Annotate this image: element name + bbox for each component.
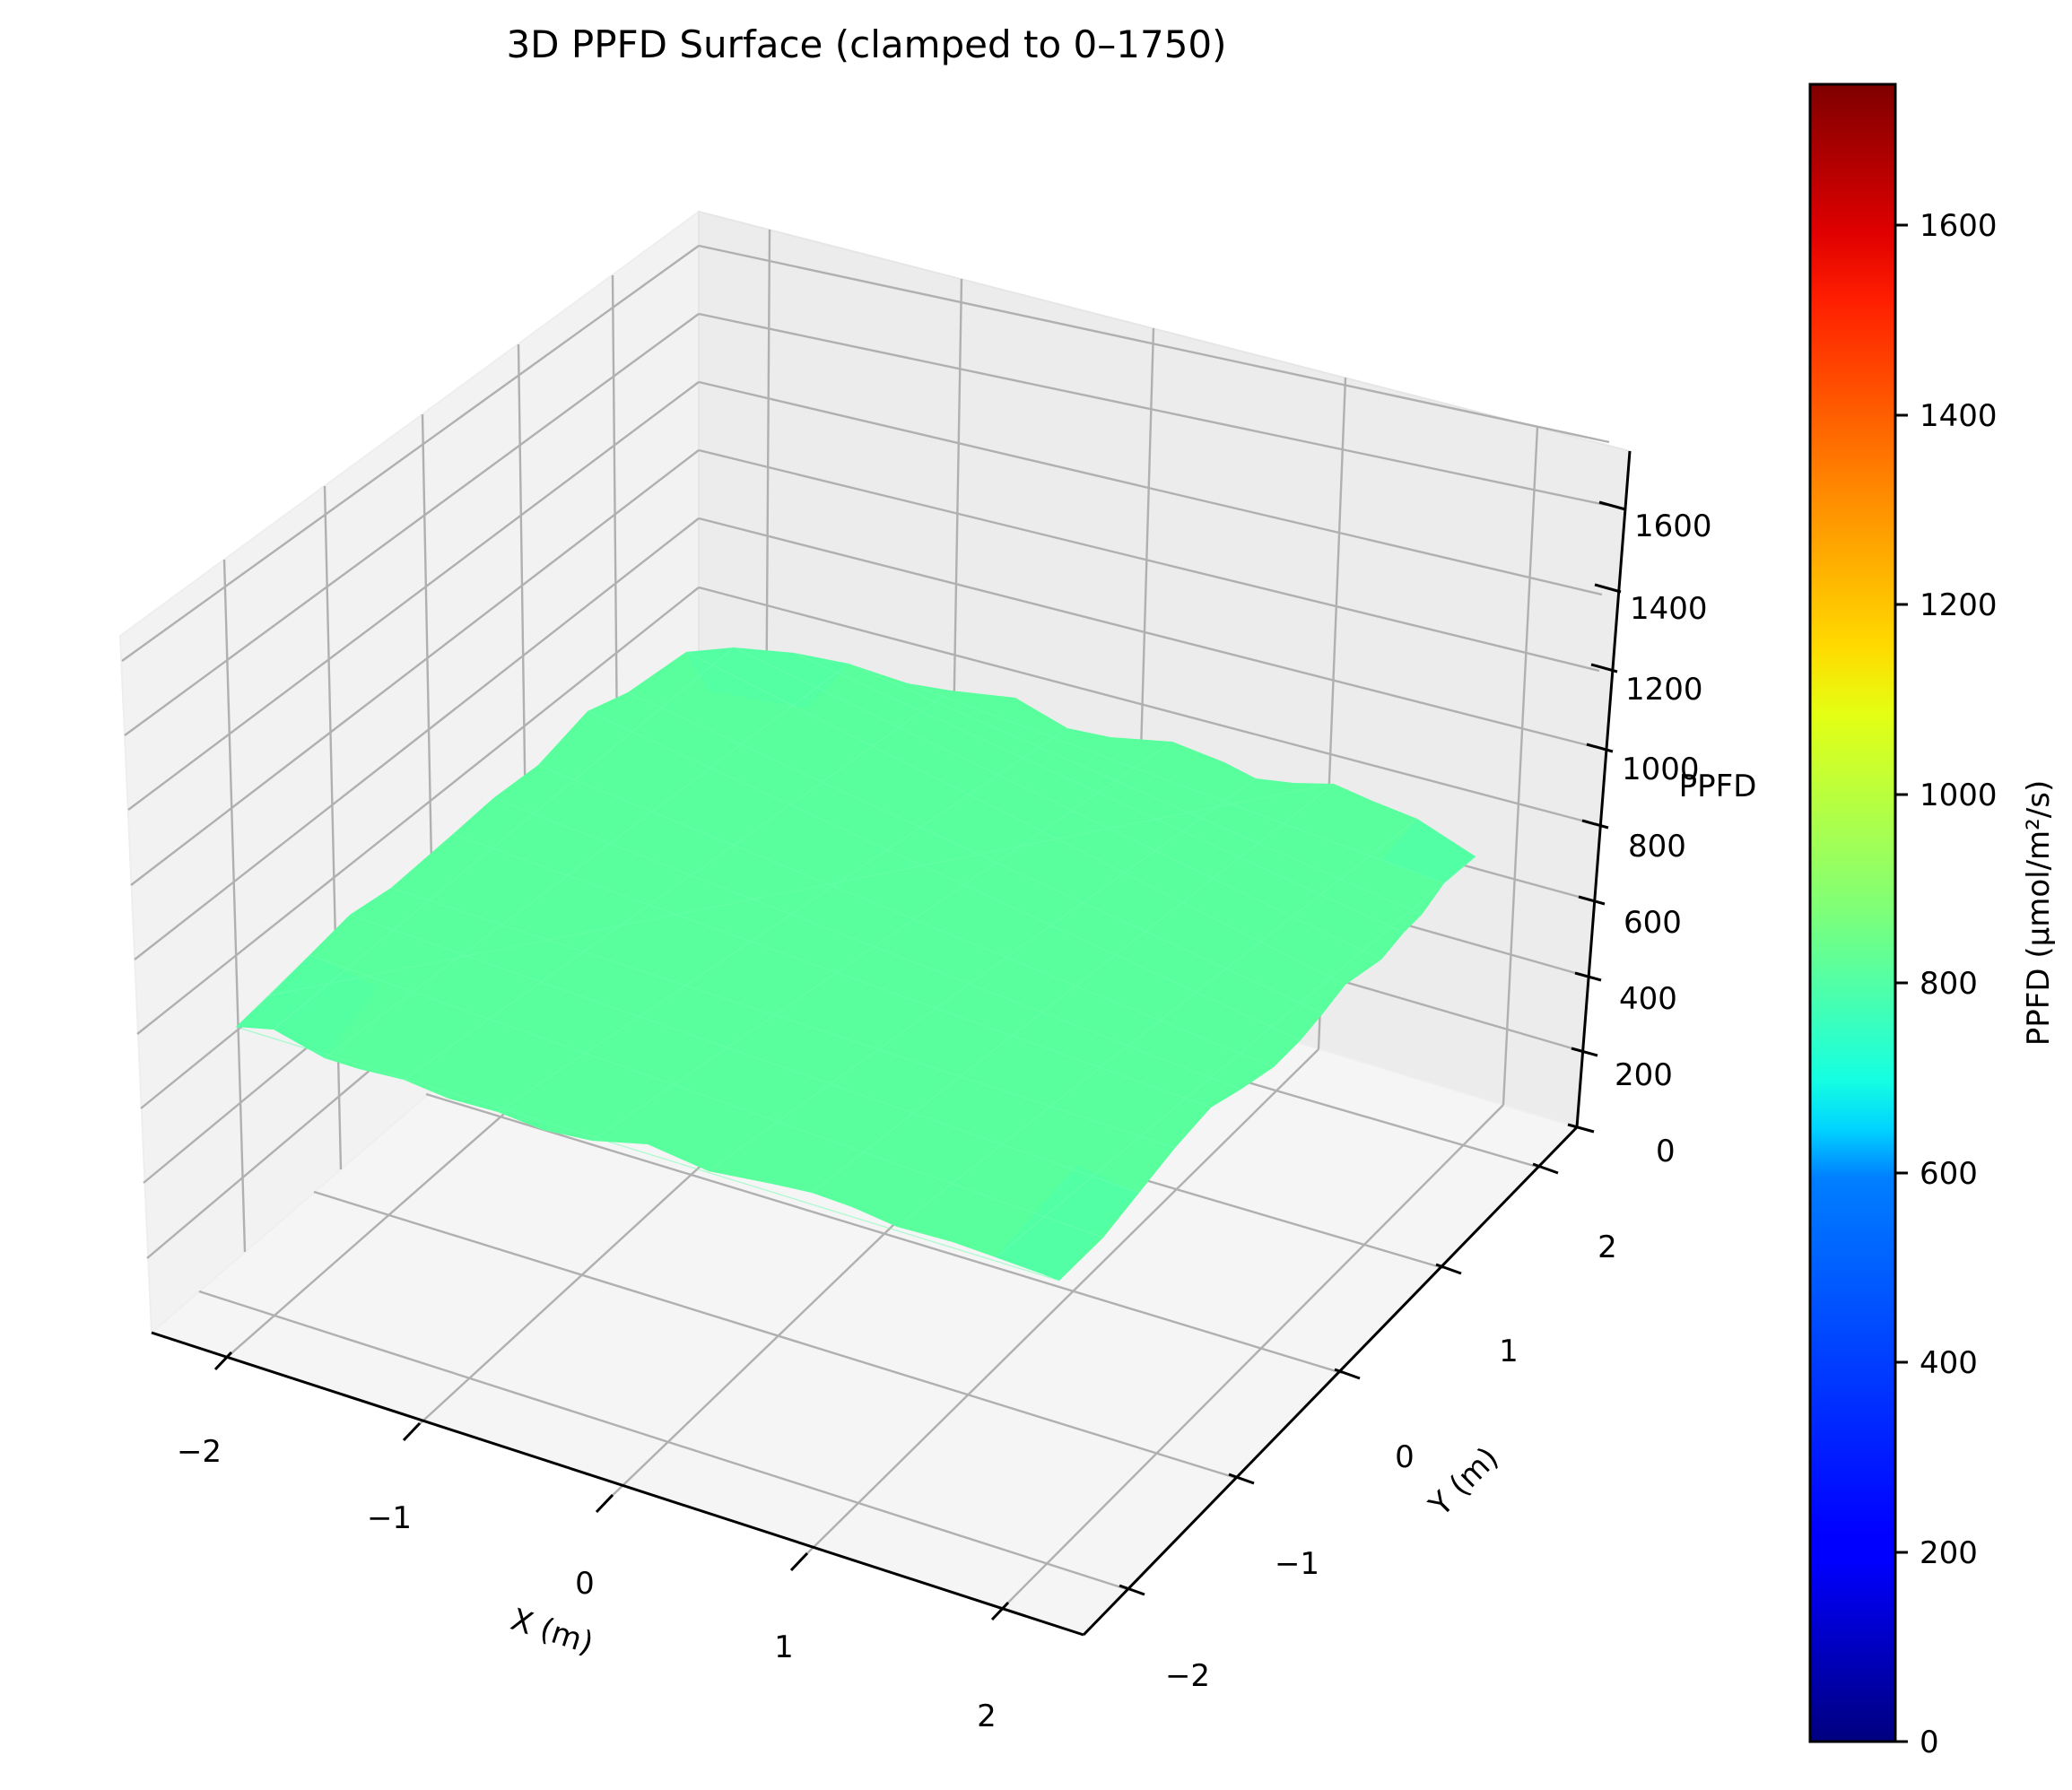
z-tick-label: 600: [1624, 905, 1682, 941]
colorbar: 0 200 400 600 800 1000 1200 1400 1600 PP…: [1808, 83, 2057, 1760]
z-tick-label: 1400: [1630, 591, 1708, 627]
colorbar-label: PPFD (μmol/m²/s): [2021, 780, 2057, 1046]
surface-shade-top: [686, 647, 849, 708]
colorbar-tick-label: 800: [1920, 966, 1978, 1002]
colorbar-tick-label: 600: [1920, 1156, 1978, 1192]
chart-title: 3D PPFD Surface (clamped to 0–1750): [506, 22, 1226, 66]
colorbar-tick-label: 200: [1920, 1535, 1978, 1571]
colorbar-tick-label: 0: [1920, 1725, 1939, 1760]
y-tick-label: 2: [1598, 1230, 1617, 1265]
z-tick-label: 200: [1615, 1057, 1673, 1093]
y-axis-label: Y (m): [1422, 1440, 1506, 1525]
y-tick-label: 1: [1499, 1334, 1519, 1369]
x-tick-label: −2: [177, 1434, 222, 1470]
ppfd-surface: [235, 647, 1476, 1282]
z-tick-label: 1000: [1622, 752, 1700, 787]
colorbar-ticks: [1895, 223, 1908, 1743]
y-tick-label: −1: [1275, 1546, 1319, 1582]
x-tick-label: 0: [575, 1566, 595, 1602]
surface-mesh: [235, 647, 1476, 1282]
x-axis-label: X (m): [507, 1602, 598, 1662]
surface-shade-right: [1381, 819, 1476, 883]
colorbar-tick-label: 1000: [1920, 778, 1998, 813]
colorbar-tick-label: 400: [1920, 1345, 1978, 1381]
x-tick-label: −1: [367, 1500, 412, 1536]
y-tick-label: 0: [1395, 1439, 1415, 1475]
colorbar-tick-label: 1600: [1920, 208, 1998, 244]
colorbar-frame: [1808, 83, 1897, 1743]
z-axis: 0 200 400 600 800 1000 1200 1400 1600 PP…: [1567, 450, 1757, 1169]
colorbar-tick-label: 1200: [1920, 587, 1998, 623]
x-tick-label: 2: [977, 1699, 997, 1734]
colorbar-tick-label: 1400: [1920, 398, 1998, 434]
z-tick-label: 1200: [1625, 672, 1703, 708]
z-tick-label: 0: [1656, 1134, 1676, 1169]
z-tick-label: 800: [1628, 829, 1686, 865]
z-axis-label: PPFD: [1679, 769, 1757, 804]
z-tick-label: 1600: [1634, 508, 1712, 544]
x-tick-label: 1: [774, 1629, 794, 1665]
y-tick-label: −2: [1165, 1658, 1210, 1694]
z-tick-label: 400: [1619, 981, 1677, 1017]
colorbar-gradient: [1810, 84, 1895, 1742]
surface-shade-front: [996, 1166, 1139, 1281]
